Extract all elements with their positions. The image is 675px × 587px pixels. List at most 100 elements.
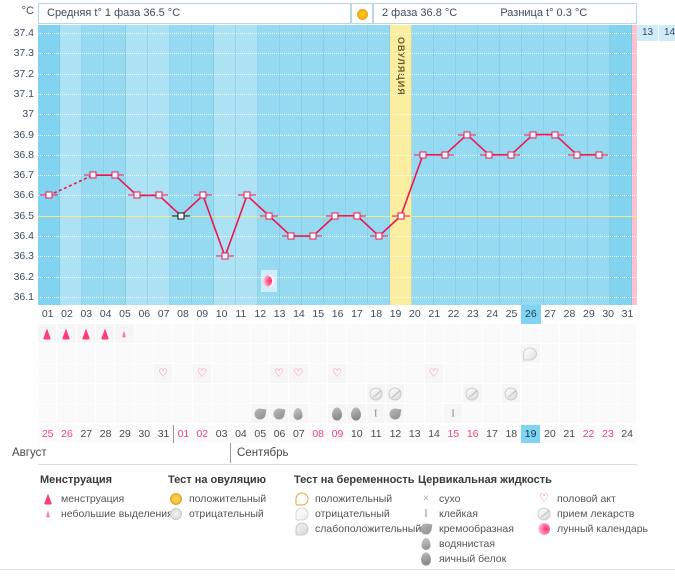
symbol-cell-medication-24[interactable] [482,384,502,404]
calendar-date-21[interactable]: 21 [559,425,579,443]
symbol-cell-menstruation-22[interactable] [443,324,464,344]
cycle-day-19[interactable]: 19 [385,305,406,324]
phase2-average-box[interactable]: 2 фаза 36.8 °C Разница t° 0.3 °C [373,3,637,24]
symbol-cell-pregnancy-test-28[interactable] [559,344,580,364]
symbol-cell-medication-11[interactable] [231,384,251,404]
symbol-cell-menstruation-26[interactable] [521,324,541,344]
plot-column-05[interactable] [126,25,148,305]
data-point-marker-25[interactable] [573,151,581,159]
cycle-day-21[interactable]: 21 [424,305,444,324]
symbol-cell-cervical-fluid-11[interactable] [231,404,251,424]
data-point-marker-03[interactable] [89,171,97,179]
symbol-cell-menstruation-18[interactable] [366,324,386,344]
cycle-day-04[interactable]: 04 [95,305,116,324]
plot-column-24[interactable] [544,25,566,305]
symbol-cell-medication-30[interactable] [598,384,618,404]
data-point-marker-13[interactable] [309,232,317,240]
plot-column-12[interactable] [280,25,302,305]
symbol-cell-pregnancy-test-15[interactable] [308,344,328,364]
plot-column-27[interactable] [610,25,632,305]
symbol-cell-menstruation-17[interactable] [347,324,367,344]
symbol-cell-intercourse-13[interactable]: ♡ [269,364,290,384]
symbol-cell-medication-10[interactable] [211,384,232,404]
symbol-cell-pregnancy-test-01[interactable] [38,344,58,364]
symbol-cell-menstruation-31[interactable] [617,324,638,344]
symbol-cell-intercourse-11[interactable] [231,364,251,384]
calendar-date-05[interactable]: 05 [250,425,270,443]
symbol-cell-menstruation-20[interactable] [405,324,425,344]
symbol-cell-cervical-fluid-12[interactable] [250,404,270,424]
calendar-date-16[interactable]: 16 [463,425,483,443]
symbol-cell-pregnancy-test-31[interactable] [617,344,638,364]
data-point-marker-22[interactable] [507,151,515,159]
symbol-cell-pregnancy-test-29[interactable] [579,344,599,364]
cycle-day-16[interactable]: 16 [327,305,348,324]
symbol-cell-menstruation-06[interactable] [134,324,154,344]
calendar-date-24[interactable]: 24 [617,425,637,443]
data-point-marker-10[interactable] [243,191,251,199]
symbol-cell-menstruation-25[interactable] [501,324,522,344]
data-point-marker-24[interactable] [551,131,559,139]
symbol-cell-pregnancy-test-03[interactable] [76,344,96,364]
symbol-cell-intercourse-10[interactable] [211,364,232,384]
symbol-cell-intercourse-09[interactable]: ♡ [192,364,212,384]
symbol-cell-intercourse-06[interactable] [134,364,154,384]
symbol-cell-medication-14[interactable] [289,384,309,404]
plot-column-21[interactable] [478,25,500,305]
plot-column-18[interactable] [412,25,434,305]
symbol-cell-intercourse-15[interactable] [308,364,328,384]
symbol-cell-intercourse-08[interactable] [173,364,193,384]
cycle-day-08[interactable]: 08 [173,305,193,324]
calendar-date-23[interactable]: 23 [598,425,618,443]
symbol-cell-intercourse-27[interactable] [540,364,560,384]
symbol-cell-menstruation-21[interactable] [424,324,444,344]
symbol-cell-cervical-fluid-16[interactable] [327,404,348,424]
plot-column-11[interactable] [258,25,280,305]
symbol-cell-cervical-fluid-25[interactable] [501,404,522,424]
cycle-day-03[interactable]: 03 [76,305,96,324]
symbol-cell-pregnancy-test-21[interactable] [424,344,444,364]
calendar-date-28[interactable]: 28 [95,425,116,443]
symbol-cell-cervical-fluid-13[interactable] [269,404,290,424]
symbol-cell-menstruation-30[interactable] [598,324,618,344]
data-point-marker-16[interactable] [375,232,383,240]
symbol-cell-medication-21[interactable] [424,384,444,404]
symbol-cell-pregnancy-test-11[interactable] [231,344,251,364]
calendar-date-04[interactable]: 04 [231,425,251,443]
symbol-cell-medication-05[interactable] [115,384,135,404]
symbol-cell-intercourse-30[interactable] [598,364,618,384]
symbol-cell-intercourse-07[interactable]: ♡ [153,364,174,384]
symbol-cell-medication-22[interactable] [443,384,464,404]
calendar-date-06[interactable]: 06 [269,425,290,443]
plot-column-02[interactable] [60,25,82,305]
symbol-cell-pregnancy-test-05[interactable] [115,344,135,364]
symbol-cell-menstruation-03[interactable] [76,324,96,344]
symbol-cell-menstruation-11[interactable] [231,324,251,344]
symbol-cell-intercourse-12[interactable] [250,364,270,384]
symbol-cell-intercourse-24[interactable] [482,364,502,384]
symbol-cell-menstruation-12[interactable] [250,324,270,344]
symbol-cell-medication-26[interactable] [521,384,541,404]
plot-column-23[interactable] [522,25,544,305]
symbol-cell-intercourse-29[interactable] [579,364,599,384]
symbol-cell-medication-19[interactable] [385,384,406,404]
cycle-day-25[interactable]: 25 [501,305,522,324]
symbol-cell-cervical-fluid-06[interactable] [134,404,154,424]
data-point-marker-11[interactable] [265,212,273,220]
lunar-calendar-cell[interactable] [261,270,277,292]
cycle-day-09[interactable]: 09 [192,305,212,324]
symbol-cell-medication-13[interactable] [269,384,290,404]
symbol-cell-cervical-fluid-01[interactable] [38,404,58,424]
symbol-cell-pregnancy-test-20[interactable] [405,344,425,364]
calendar-date-08[interactable]: 08 [308,425,328,443]
symbol-cell-pregnancy-test-25[interactable] [501,344,522,364]
symbol-cell-pregnancy-test-16[interactable] [327,344,348,364]
symbol-cell-cervical-fluid-27[interactable] [540,404,560,424]
plot-column-14[interactable] [324,25,346,305]
calendar-date-15[interactable]: 15 [443,425,463,443]
symbol-cell-medication-08[interactable] [173,384,193,404]
symbol-cell-intercourse-23[interactable] [463,364,483,384]
symbol-cell-pregnancy-test-17[interactable] [347,344,367,364]
plot-column-16[interactable] [368,25,390,305]
symbol-cell-medication-23[interactable] [463,384,483,404]
